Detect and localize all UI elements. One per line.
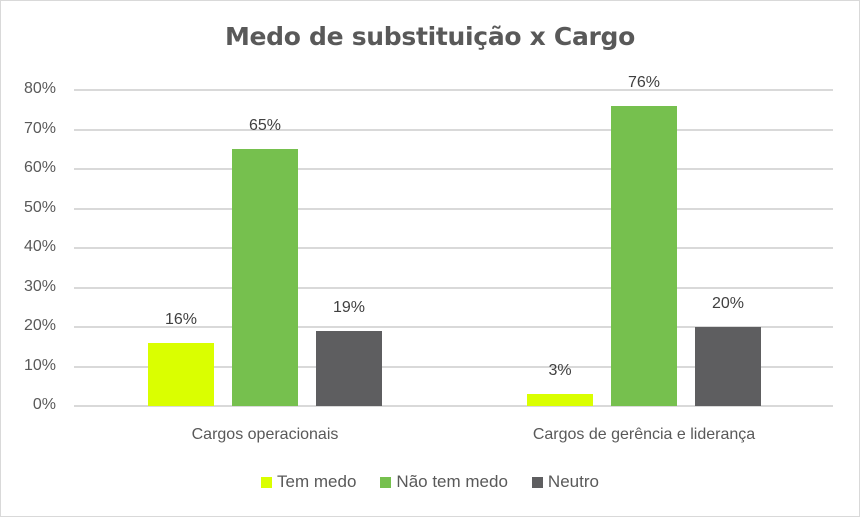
gridline [74,365,833,368]
legend-label: Tem medo [277,472,357,491]
legend-swatch-icon [380,476,392,488]
chart-title: Medo de substituição x Cargo [224,22,636,51]
gridline [74,168,833,170]
legend-item-neutro: Neutro [531,472,599,492]
bar [527,394,593,406]
data-label: 20% [711,295,745,312]
x-axis-category: Cargos de gerência e liderança [532,426,756,443]
legend-swatch-icon [531,476,543,488]
legend-item-tem-medo: Tem medo [261,472,356,492]
gridline [74,405,833,407]
data-label: 3% [548,362,572,380]
y-axis-tick: 30% [23,277,56,295]
x-axis-category: Cargos operacionais [191,426,339,443]
y-axis-tick: 40% [23,238,56,255]
bar [232,149,298,406]
gridline [74,207,833,210]
y-axis-tick: 80% [23,80,56,97]
y-axis-tick: 10% [23,356,56,374]
gridline [74,247,833,249]
gridline [74,326,833,328]
y-axis-tick: 20% [23,317,56,334]
legend-label: Não tem medo [396,472,508,491]
bar [148,342,214,406]
legend-label: Neutro [547,472,599,491]
data-label: 65% [248,117,282,135]
y-axis-tick: 50% [23,198,56,216]
data-label: 76% [627,73,661,91]
gridline [74,286,833,289]
y-axis-tick: 60% [23,159,56,176]
legend: Tem medo Não tem medo Neutro [0,472,860,492]
bar [316,330,382,406]
data-label: 19% [332,298,366,316]
y-axis-tick: 0% [32,396,56,413]
y-axis-tick: 70% [23,119,56,137]
legend-swatch-icon [261,476,273,488]
bar [611,105,677,406]
data-label: 16% [164,310,198,328]
legend-item-nao-tem-medo: Não tem medo [380,472,508,492]
gridline [74,89,833,91]
bar [695,327,761,406]
gridline [74,128,833,131]
